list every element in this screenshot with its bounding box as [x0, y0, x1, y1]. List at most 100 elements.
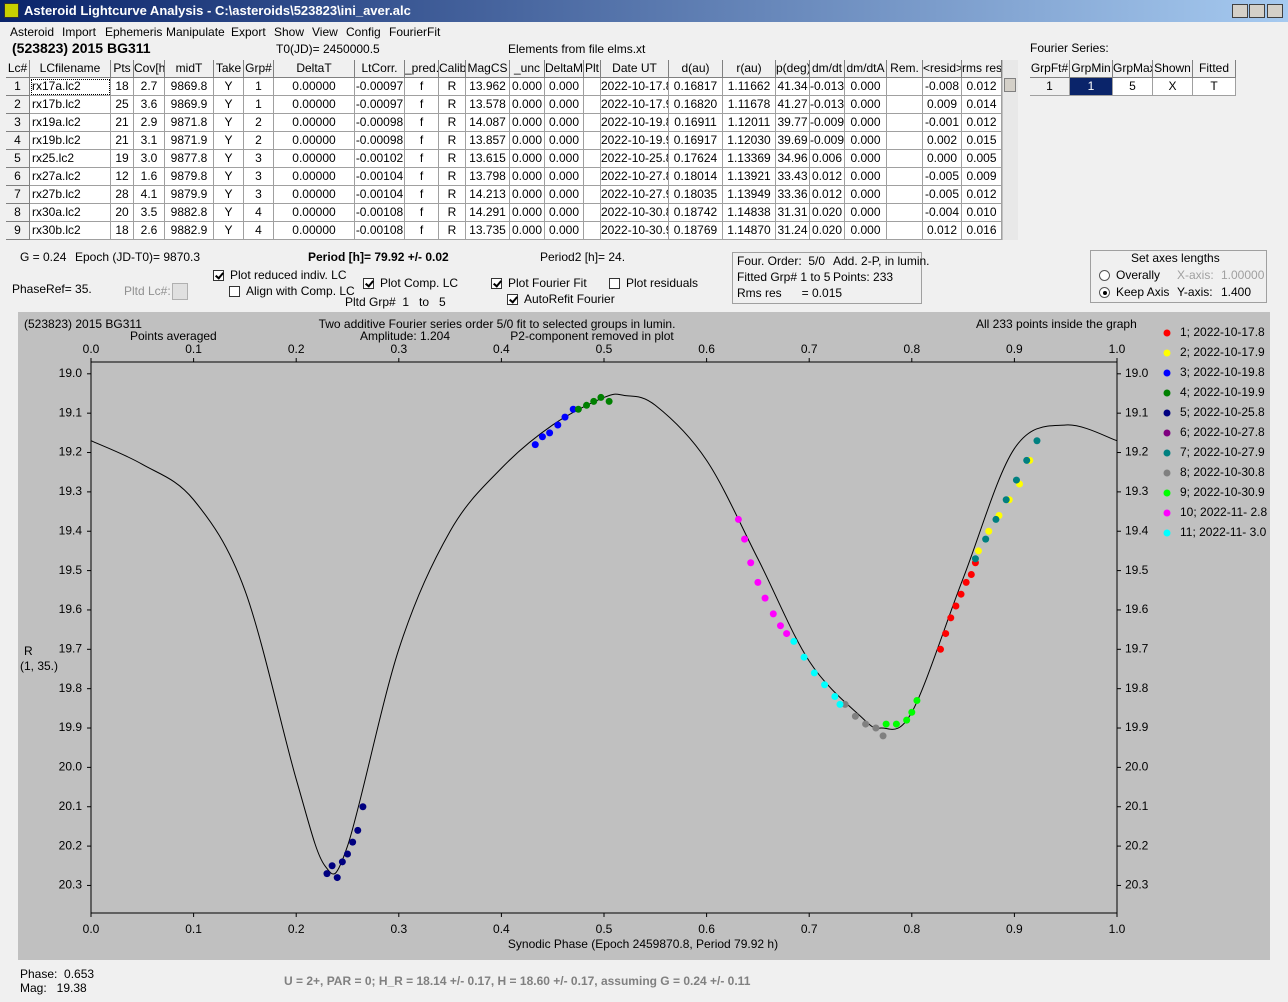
table-cell[interactable] — [584, 204, 601, 222]
table-cell[interactable]: 0.000 — [545, 78, 584, 96]
table-cell[interactable]: f — [405, 132, 439, 150]
table-cell[interactable]: 0.014 — [962, 96, 1002, 114]
table-cell[interactable]: Y — [214, 186, 244, 204]
table-cell[interactable]: 39.77 — [776, 114, 810, 132]
table-cell[interactable]: 0.009 — [962, 168, 1002, 186]
fourier-cell[interactable]: 1 — [1070, 78, 1113, 96]
table-cell[interactable]: 9877.8 — [165, 150, 214, 168]
table-cell[interactable]: f — [405, 78, 439, 96]
table-cell[interactable]: 2022-10-27.9 — [601, 186, 669, 204]
table-cell[interactable]: 9882.9 — [165, 222, 214, 240]
table-cell[interactable] — [584, 150, 601, 168]
table-cell[interactable]: 1.13921 — [723, 168, 776, 186]
table-cell[interactable]: 0.015 — [962, 132, 1002, 150]
table-cell[interactable]: Y — [214, 132, 244, 150]
table-cell[interactable]: 4 — [6, 132, 30, 150]
table-cell[interactable] — [887, 132, 923, 150]
table-cell[interactable]: 0.020 — [810, 204, 845, 222]
table-cell[interactable] — [887, 150, 923, 168]
table-cell[interactable]: 0.000 — [545, 96, 584, 114]
table-cell[interactable]: -0.001 — [923, 114, 962, 132]
checkbox[interactable] — [491, 278, 502, 289]
table-cell[interactable]: 33.43 — [776, 168, 810, 186]
checkbox[interactable] — [229, 286, 240, 297]
table-cell[interactable]: f — [405, 96, 439, 114]
table-cell[interactable]: R — [439, 132, 466, 150]
fourier-cell[interactable]: 1 — [1030, 78, 1070, 96]
maximize-button[interactable] — [1249, 4, 1265, 18]
table-cell[interactable]: R — [439, 186, 466, 204]
table-cell[interactable] — [584, 222, 601, 240]
table-cell[interactable] — [584, 168, 601, 186]
menu-item[interactable]: Show — [274, 25, 305, 39]
menu-item[interactable]: Config — [346, 25, 381, 39]
table-cell[interactable] — [584, 114, 601, 132]
table-cell[interactable]: 2.9 — [134, 114, 165, 132]
table-cell[interactable] — [887, 78, 923, 96]
table-cell[interactable]: 0.18742 — [669, 204, 723, 222]
table-cell[interactable]: 2.6 — [134, 222, 165, 240]
close-button[interactable] — [1267, 4, 1283, 18]
table-cell[interactable]: 5 — [6, 150, 30, 168]
table-cell[interactable]: 2022-10-17.8 — [601, 78, 669, 96]
table-cell[interactable]: 34.96 — [776, 150, 810, 168]
table-cell[interactable]: 14.291 — [466, 204, 510, 222]
table-cell[interactable]: 3 — [244, 186, 274, 204]
table-cell[interactable]: 0.00000 — [274, 132, 355, 150]
table-cell[interactable]: 1 — [244, 96, 274, 114]
table-cell[interactable]: 28 — [111, 186, 134, 204]
table-cell[interactable]: 0.000 — [510, 204, 545, 222]
table-cell[interactable]: 0.000 — [545, 168, 584, 186]
fourier-cell[interactable]: X — [1153, 78, 1193, 96]
table-cell[interactable]: 4 — [244, 204, 274, 222]
table-cell[interactable]: rx27a.lc2 — [30, 168, 111, 186]
table-cell[interactable]: 0.000 — [510, 132, 545, 150]
table-cell[interactable]: 0.020 — [810, 222, 845, 240]
table-cell[interactable]: f — [405, 150, 439, 168]
table-cell[interactable]: 0.00000 — [274, 222, 355, 240]
table-cell[interactable]: 0.000 — [845, 204, 887, 222]
table-cell[interactable]: -0.009 — [810, 114, 845, 132]
table-cell[interactable]: Y — [214, 204, 244, 222]
table-cell[interactable]: 0.000 — [845, 114, 887, 132]
table-cell[interactable]: 2022-10-30.8 — [601, 204, 669, 222]
table-cell[interactable]: 1 — [6, 78, 30, 96]
table-cell[interactable]: 8 — [6, 204, 30, 222]
table-cell[interactable]: 21 — [111, 132, 134, 150]
table-cell[interactable]: -0.00098 — [355, 132, 405, 150]
table-cell[interactable]: 0.000 — [545, 186, 584, 204]
table-cell[interactable]: 2022-10-19.8 — [601, 114, 669, 132]
menu-item[interactable]: Asteroid — [10, 25, 55, 39]
table-cell[interactable]: 0.016 — [962, 222, 1002, 240]
table-cell[interactable]: 0.00000 — [274, 150, 355, 168]
menu-item[interactable]: Ephemeris — [105, 25, 163, 39]
table-cell[interactable]: 7 — [6, 186, 30, 204]
table-cell[interactable]: R — [439, 150, 466, 168]
table-cell[interactable]: 0.17624 — [669, 150, 723, 168]
table-cell[interactable]: 0.16911 — [669, 114, 723, 132]
table-cell[interactable]: 0.009 — [923, 96, 962, 114]
table-cell[interactable]: 0.012 — [962, 186, 1002, 204]
table-cell[interactable] — [887, 204, 923, 222]
table-cell[interactable]: 0.000 — [845, 222, 887, 240]
table-cell[interactable]: rx30b.lc2 — [30, 222, 111, 240]
table-cell[interactable]: 3 — [6, 114, 30, 132]
table-cell[interactable]: 9882.8 — [165, 204, 214, 222]
table-cell[interactable]: 41.27 — [776, 96, 810, 114]
table-cell[interactable]: 0.00000 — [274, 168, 355, 186]
table-cell[interactable]: 3.0 — [134, 150, 165, 168]
table-cell[interactable]: 13.735 — [466, 222, 510, 240]
table-cell[interactable]: 0.18035 — [669, 186, 723, 204]
table-cell[interactable]: Y — [214, 96, 244, 114]
table-cell[interactable]: 1.11678 — [723, 96, 776, 114]
table-cell[interactable]: 18 — [111, 222, 134, 240]
table-cell[interactable]: 25 — [111, 96, 134, 114]
table-cell[interactable]: 0.16820 — [669, 96, 723, 114]
table-cell[interactable]: 1.13369 — [723, 150, 776, 168]
table-cell[interactable]: 0.000 — [845, 150, 887, 168]
table-cell[interactable] — [584, 96, 601, 114]
table-cell[interactable]: 31.24 — [776, 222, 810, 240]
checkbox[interactable] — [609, 278, 620, 289]
table-cell[interactable]: 0.006 — [810, 150, 845, 168]
table-cell[interactable]: R — [439, 168, 466, 186]
